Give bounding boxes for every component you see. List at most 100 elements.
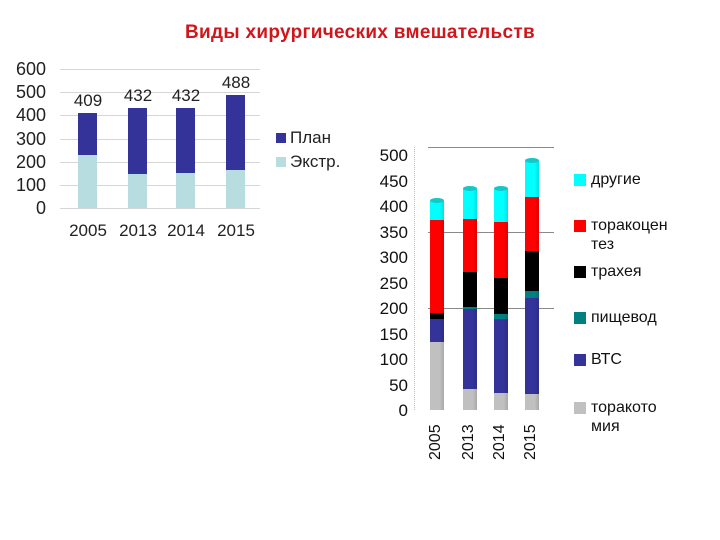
bar-segment — [463, 219, 477, 272]
y-axis-tick-label: 200 — [379, 299, 408, 318]
y-axis-tick-label: 200 — [15, 151, 46, 172]
y-axis-tick-label: 400 — [379, 197, 408, 216]
y-axis-tick-label: 50 — [389, 375, 408, 395]
gridline — [428, 308, 554, 309]
bar-cap — [430, 197, 444, 203]
bar-segment — [463, 271, 477, 307]
legend-swatch-icon — [574, 312, 586, 324]
y-axis-tick-label: 100 — [15, 174, 46, 195]
legend-label: торакото мия — [591, 399, 657, 435]
legend-label: трахея — [591, 263, 642, 280]
legend-item: пищевод — [574, 308, 686, 327]
legend-swatch-icon — [574, 266, 586, 278]
data-label: 432 — [171, 85, 201, 105]
legend-label: торакоцен тез — [591, 217, 668, 253]
x-axis-tick-label: 2013 — [460, 424, 477, 460]
data-label: 488 — [221, 72, 251, 92]
legend-swatch-icon — [574, 402, 586, 414]
legend-item: торакоцен тез — [574, 216, 686, 254]
legend-swatch-icon — [276, 133, 286, 143]
legend-label: План — [290, 128, 331, 147]
bar-segment — [494, 319, 508, 394]
bar-segment-emergency — [78, 155, 97, 208]
bar-segment — [430, 313, 444, 320]
bar-segment — [463, 389, 477, 410]
y-axis-tick-label: 0 — [35, 198, 46, 218]
legend-label: Экстр. — [290, 152, 341, 171]
y-axis-tick-label: 300 — [379, 248, 408, 267]
x-axis-tick-label: 2005 — [427, 424, 444, 460]
bar-segment-emergency — [176, 173, 195, 208]
bar-segment — [494, 393, 508, 410]
y-axis-tick-label: 300 — [15, 128, 46, 149]
bar-cap — [525, 158, 539, 164]
legend-item: другие — [574, 170, 686, 189]
page-title: Виды хирургических вмешательств — [185, 22, 535, 43]
bar-segment-emergency — [128, 174, 147, 208]
bar-segment — [525, 298, 539, 395]
x-axis-tick-label: 2013 — [119, 221, 157, 240]
gridline — [60, 69, 260, 70]
x-axis-tick-label: 2014 — [167, 221, 205, 240]
legend-item: торакото мия — [574, 398, 686, 436]
y-axis-tick-label: 450 — [379, 171, 408, 191]
y-axis-tick-label: 100 — [379, 350, 408, 369]
y-axis-line — [414, 147, 416, 410]
legend-item: Экстр. — [276, 150, 340, 174]
bar-segment — [494, 278, 508, 315]
data-label: 409 — [73, 91, 103, 111]
bar-segment — [430, 319, 444, 342]
bar-segment — [494, 188, 508, 223]
y-axis-tick-label: 350 — [379, 222, 408, 242]
x-axis-tick-label: 2015 — [217, 221, 255, 240]
bar-segment — [525, 197, 539, 251]
bar-segment-plan — [226, 94, 245, 170]
legend-swatch-icon — [574, 174, 586, 186]
data-label: 432 — [123, 85, 153, 105]
x-axis-tick-label: 2014 — [491, 424, 508, 460]
gridline — [60, 92, 260, 94]
y-axis-tick-label: 500 — [379, 146, 408, 165]
gridline — [428, 231, 554, 233]
legend: План Экстр. — [276, 126, 340, 174]
bar-cap — [494, 185, 508, 191]
x-axis-tick-label: 2005 — [69, 221, 107, 240]
bar-segment — [525, 394, 539, 410]
gridline — [60, 208, 260, 209]
bar-segment — [430, 341, 444, 410]
bar-segment-plan — [176, 107, 195, 174]
legend-label: пищевод — [591, 309, 657, 326]
gridline — [60, 138, 260, 140]
bar-segment — [525, 290, 539, 299]
x-axis-tick-label: 2015 — [522, 424, 539, 460]
bar-segment-emergency — [226, 169, 245, 208]
bar-segment — [463, 309, 477, 390]
bar-segment — [430, 220, 444, 314]
y-axis-tick-label: 150 — [379, 324, 408, 344]
bar-cap — [463, 185, 477, 191]
bar-segment — [494, 222, 508, 279]
y-axis-tick-label: 0 — [398, 401, 408, 420]
y-axis-tick-label: 600 — [15, 59, 46, 79]
gridline — [60, 115, 260, 117]
bar-segment — [494, 314, 508, 320]
gridline — [428, 147, 554, 148]
legend-label: другие — [591, 171, 641, 188]
gridline — [60, 161, 260, 163]
bar-segment-plan — [128, 107, 147, 175]
bar-segment — [525, 250, 539, 291]
legend-swatch-icon — [276, 157, 286, 167]
legend-label: ВТС — [591, 351, 622, 368]
y-axis-tick-label: 500 — [15, 82, 46, 103]
bar-segment — [463, 188, 477, 220]
y-axis-tick-label: 400 — [15, 105, 46, 126]
bar-segment-plan — [78, 113, 97, 156]
legend-item: трахея — [574, 262, 686, 281]
bar-segment — [430, 200, 444, 221]
bar-segment — [463, 306, 477, 309]
legend-item: ВТС — [574, 350, 686, 369]
legend-swatch-icon — [574, 220, 586, 232]
bar-segment — [525, 161, 539, 198]
y-axis-tick-label: 250 — [379, 273, 408, 293]
gridline — [60, 184, 260, 186]
